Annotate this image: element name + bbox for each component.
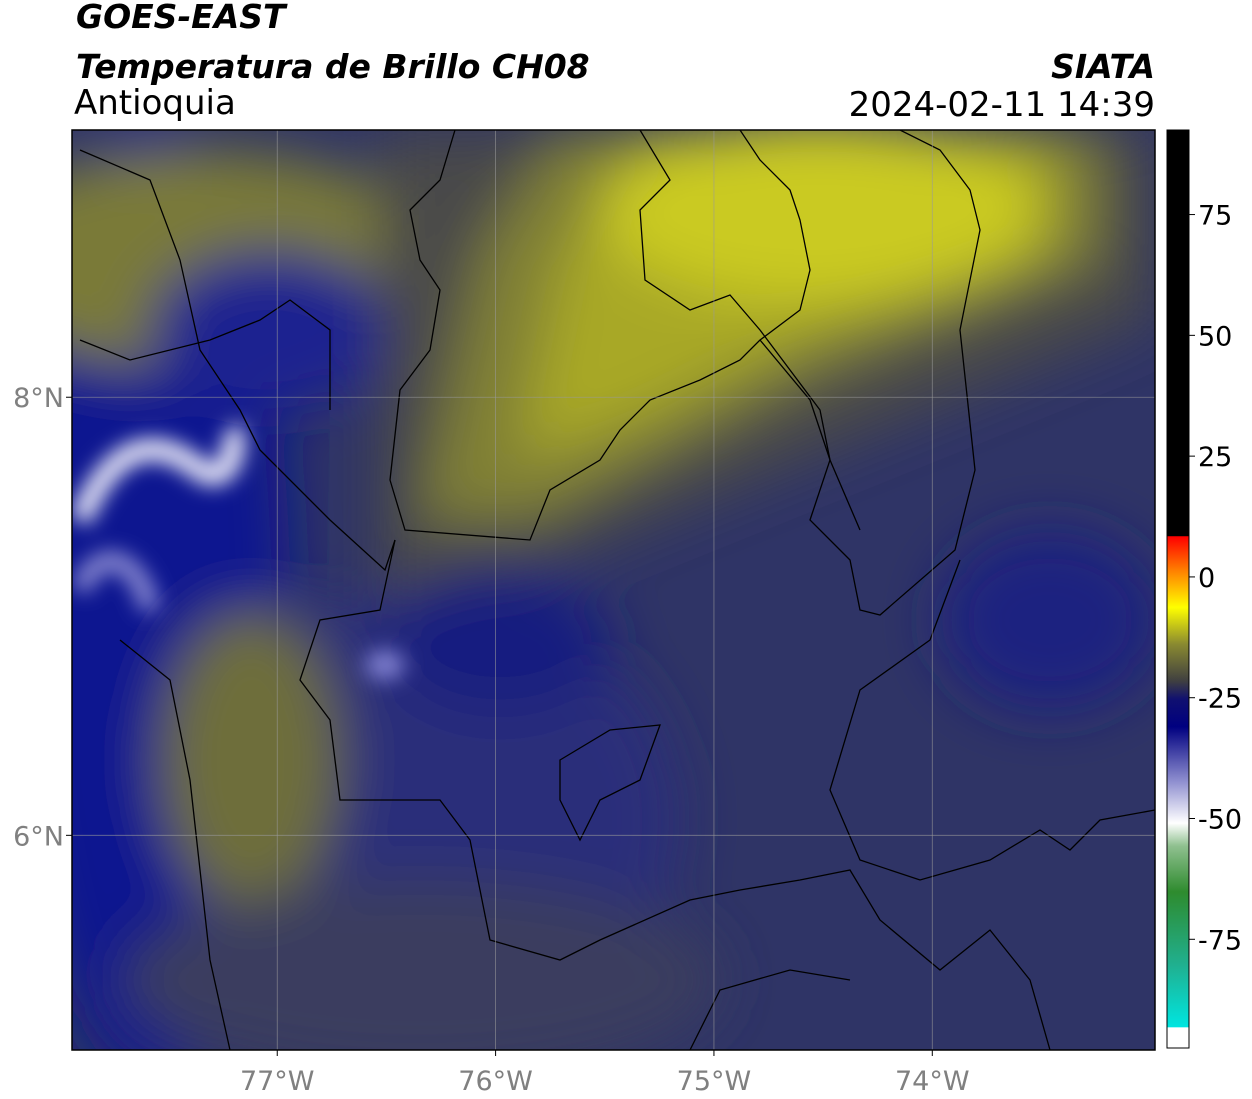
satellite-image [72,130,1155,1050]
colorbar-tick-label: 50 [1198,321,1232,352]
colorbar [1166,129,1190,1049]
x-tick-label: 74°W [895,1066,970,1097]
x-tick-label: 76°W [458,1066,533,1097]
map-frame [71,129,1156,1051]
colorbar-tick-label: 75 [1198,201,1232,232]
region: Antioquia [74,83,236,123]
colorbar-tick-label: 0 [1198,563,1215,594]
x-tick-label: 77°W [240,1066,315,1097]
subtitle: Temperatura de Brillo CH08 [76,47,590,86]
colorbar-tick-label: -50 [1198,805,1242,836]
title: GOES-EAST [76,0,288,36]
source: SIATA [1051,47,1155,86]
colorbar-tick-label: 25 [1198,442,1232,473]
y-tick-label: 8°N [13,383,64,414]
datetime: 2024-02-11 14:39 [849,85,1155,125]
colorbar-tick-label: -75 [1198,925,1242,956]
y-tick-label: 6°N [13,821,64,852]
x-tick-label: 75°W [677,1066,752,1097]
colorbar-tick-label: -25 [1198,684,1242,715]
